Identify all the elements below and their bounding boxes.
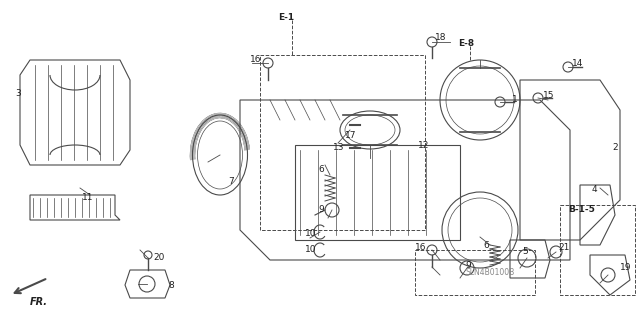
Bar bbox=[415, 250, 535, 295]
Text: 4: 4 bbox=[592, 186, 598, 195]
Bar bbox=[260, 55, 425, 230]
Text: 15: 15 bbox=[543, 91, 554, 100]
Text: 12: 12 bbox=[418, 140, 429, 150]
Text: 7: 7 bbox=[228, 177, 234, 187]
Text: 20: 20 bbox=[153, 254, 164, 263]
Text: 3: 3 bbox=[15, 88, 20, 98]
Text: 2: 2 bbox=[612, 144, 618, 152]
Text: 10: 10 bbox=[305, 228, 317, 238]
Text: E-1: E-1 bbox=[278, 13, 294, 23]
Text: 11: 11 bbox=[82, 194, 93, 203]
Text: E-8: E-8 bbox=[458, 39, 474, 48]
Text: 14: 14 bbox=[572, 58, 584, 68]
Bar bbox=[560, 205, 635, 295]
Text: 17: 17 bbox=[345, 130, 356, 139]
Text: 1: 1 bbox=[512, 94, 518, 103]
Text: 16: 16 bbox=[250, 56, 262, 64]
Text: 6: 6 bbox=[318, 166, 324, 174]
Text: 21: 21 bbox=[558, 243, 570, 253]
Text: 10: 10 bbox=[305, 246, 317, 255]
Text: 16: 16 bbox=[415, 242, 426, 251]
Text: 9: 9 bbox=[318, 205, 324, 214]
Text: 5: 5 bbox=[522, 248, 528, 256]
Text: 18: 18 bbox=[435, 33, 447, 41]
Text: 6: 6 bbox=[483, 241, 489, 249]
Text: 19: 19 bbox=[620, 263, 632, 272]
Text: B-1-5: B-1-5 bbox=[568, 205, 595, 214]
Text: SLN4B0100B: SLN4B0100B bbox=[465, 268, 515, 277]
Text: 8: 8 bbox=[168, 280, 173, 290]
Text: FR.: FR. bbox=[30, 297, 48, 307]
Text: 9: 9 bbox=[465, 261, 471, 270]
Text: 13: 13 bbox=[333, 144, 344, 152]
